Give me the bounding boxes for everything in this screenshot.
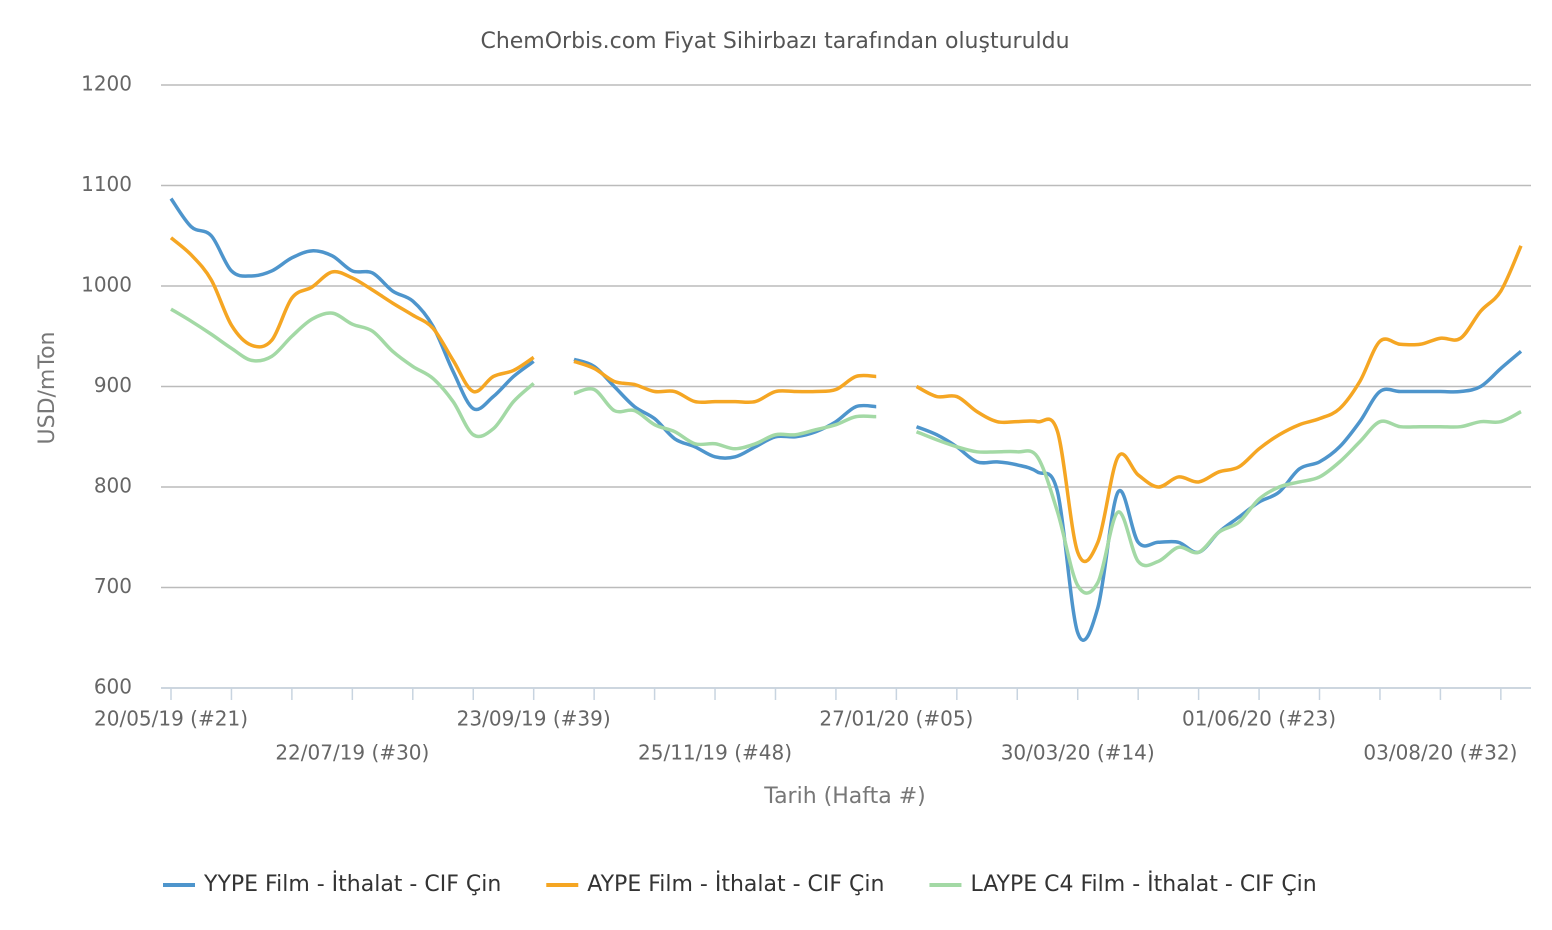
legend-item: LAYPE C4 Film - İthalat - CIF Çin — [929, 871, 1317, 897]
x-tick-label: 30/03/20 (#14) — [1001, 741, 1155, 765]
y-tick-label: 1200 — [81, 72, 132, 96]
series-line — [170, 307, 1522, 595]
y-tick-label: 900 — [94, 373, 132, 397]
x-tick-label: 27/01/20 (#05) — [819, 707, 973, 731]
x-tick-label: 20/05/19 (#21) — [94, 707, 248, 731]
legend-item: YYPE Film - İthalat - CIF Çin — [163, 871, 501, 897]
legend-label: LAYPE C4 Film - İthalat - CIF Çin — [970, 871, 1316, 897]
x-tick-label: 01/06/20 (#23) — [1182, 707, 1336, 731]
x-axis-label: Tarih (Hafta #) — [763, 784, 925, 809]
x-tick-label: 23/09/19 (#39) — [457, 707, 611, 731]
y-tick-label: 600 — [94, 675, 132, 699]
legend-label: YYPE Film - İthalat - CIF Çin — [203, 871, 501, 897]
y-tick-label: 800 — [94, 474, 132, 498]
x-tick-label: 03/08/20 (#32) — [1363, 741, 1517, 765]
chart-title: ChemOrbis.com Fiyat Sihirbazı tarafından… — [480, 29, 1069, 54]
legend-item: AYPE Film - İthalat - CIF Çin — [546, 871, 884, 897]
x-tick-label: 25/11/19 (#48) — [638, 741, 792, 765]
x-tick-label: 22/07/19 (#30) — [275, 741, 429, 765]
series-line — [169, 236, 1523, 564]
legend-label: AYPE Film - İthalat - CIF Çin — [587, 871, 884, 897]
y-axis-label: USD/mTon — [35, 332, 60, 445]
y-tick-label: 1100 — [81, 172, 132, 196]
y-tick-label: 1000 — [81, 273, 132, 297]
y-tick-label: 700 — [94, 574, 132, 598]
